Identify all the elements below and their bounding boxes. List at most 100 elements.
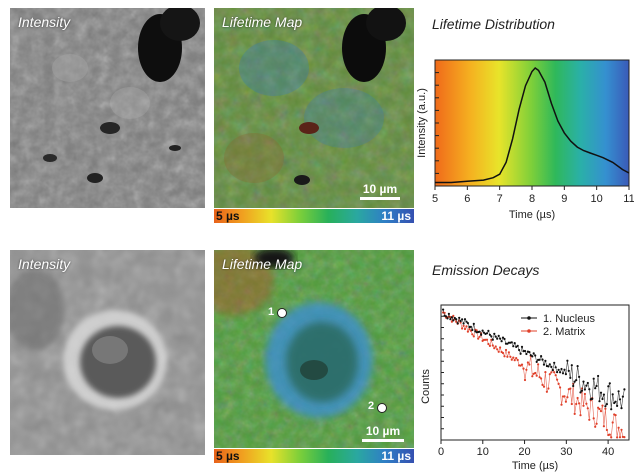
decay-series-1-point — [525, 352, 528, 356]
decay-series-1-point — [623, 388, 626, 391]
decay-series-2-point — [478, 335, 481, 338]
decay-series-2-point — [602, 425, 605, 428]
decay-series-2-point — [472, 335, 475, 338]
decay-series-2-point — [509, 355, 512, 358]
decay-series-1-point — [588, 388, 591, 391]
decay-series-2-point — [623, 436, 626, 439]
decay-series-2-point — [616, 436, 619, 439]
decay-series-1-point — [535, 360, 538, 363]
decay-series-2-point — [573, 412, 576, 415]
decay-series-2-point — [523, 378, 527, 382]
decay-series-1-point — [512, 345, 515, 348]
decay-series-2-point — [535, 374, 538, 377]
decay-series-2-point — [534, 371, 537, 375]
decay-series-2-point — [569, 387, 572, 390]
decay-series-2-point — [605, 428, 608, 432]
decay-series-2-point — [553, 371, 556, 374]
decay-series-1-point — [494, 335, 497, 338]
decay-series-1-point — [490, 335, 493, 338]
decay-series-1-point — [523, 349, 527, 353]
top-intensity-image: Intensity — [10, 8, 205, 208]
bottom-scale-bar: 10 µm — [362, 424, 404, 442]
decay-series-2-point — [516, 358, 519, 362]
bottom-intensity-image: Intensity — [10, 250, 205, 455]
decay-series-1-point — [528, 351, 531, 354]
decay-series-2-point — [604, 407, 607, 410]
decay-series-2-point — [548, 373, 551, 376]
decay-series-2-point — [614, 414, 617, 417]
decay-series-1-point — [617, 390, 620, 393]
decay-series-1-point — [610, 408, 613, 411]
distribution-x-label: Time (µs) — [509, 209, 555, 221]
decay-series-1-point — [559, 371, 562, 374]
decay-series-2-point — [611, 421, 614, 424]
decay-series-2-point — [510, 358, 513, 361]
decay-series-2-point — [557, 382, 560, 385]
top-colorbar-min: 5 µs — [216, 209, 240, 223]
decay-series-2-point — [491, 344, 494, 347]
decay-series-1-point — [621, 395, 624, 398]
decay-series-2-point — [554, 374, 557, 377]
decay-series-1-point — [605, 403, 608, 406]
decay-series-2-point — [560, 403, 563, 406]
decay-series-2-point — [462, 324, 465, 327]
decay-series-1-point — [601, 397, 604, 401]
decay-series-2-point — [601, 404, 604, 407]
decay-series-2-point — [499, 346, 502, 349]
decay-series-2-point — [515, 357, 518, 360]
decay-series-1-point — [516, 344, 519, 347]
decay-series-2-point — [501, 351, 505, 355]
decay-series-1-point — [556, 371, 559, 374]
decay-series-1-point — [447, 312, 450, 315]
decay-series-1-point — [580, 389, 584, 392]
decay-series-2-point — [542, 385, 546, 388]
decay-series-2-point — [496, 348, 499, 351]
decay-series-1-point — [461, 318, 464, 321]
decay-series-1-point — [469, 325, 472, 328]
decay-series-2-point — [471, 333, 474, 336]
distribution-line — [435, 66, 630, 184]
decay-series-1-point — [540, 355, 543, 358]
decay-series-1-point — [455, 318, 458, 321]
decay-series-2-point — [466, 330, 469, 333]
decay-series-1-point — [462, 322, 465, 325]
bottom-colorbar: 5 µs 11 µs — [214, 449, 414, 463]
decay-series-1-point — [547, 365, 550, 368]
decay-series-1-point — [608, 382, 611, 385]
bottom-scale-bar-line — [362, 439, 404, 442]
decay-series-2-point — [545, 390, 548, 393]
decay-series-1-point — [459, 320, 462, 323]
distribution-title: Lifetime Distribution — [432, 16, 555, 32]
decay-series-2-point — [503, 355, 506, 358]
decay-series-1-point — [542, 363, 546, 366]
decay-series-2-point — [550, 371, 553, 374]
decay-series-1-point — [583, 388, 586, 391]
decay-series-1-point — [497, 334, 500, 337]
decay-series-2-point — [576, 396, 579, 400]
decay-series-1-point — [466, 322, 469, 325]
decay-series-2-point — [588, 418, 591, 421]
bottom-colorbar-max: 11 µs — [381, 449, 411, 463]
decay-series-2-point — [506, 355, 509, 358]
decay-series-1-point — [500, 340, 503, 343]
decay-series-2-point — [465, 325, 468, 328]
decay-series-1-point — [576, 365, 579, 368]
decay-series-1-point — [456, 322, 459, 325]
decay-series-1-point — [570, 364, 573, 367]
decay-series-1-point — [510, 341, 513, 344]
decay-series-2-point — [520, 363, 524, 366]
decay-series-1-point — [501, 336, 505, 339]
decay-series-1-point — [480, 333, 483, 336]
decay-series-2-point — [528, 363, 531, 366]
decay-series-2-point — [618, 436, 622, 439]
decay-series-1-point — [518, 348, 521, 352]
top-colorbar: 5 µs 11 µs — [214, 209, 414, 223]
decay-series-2-point — [537, 363, 540, 366]
bottom-intensity-label: Intensity — [18, 256, 71, 272]
decay-series-1-point — [493, 332, 496, 335]
decay-x-tick-label: 30 — [560, 446, 572, 458]
decay-series-1-point — [598, 400, 601, 403]
decay-series-1-point — [602, 393, 605, 396]
decay-series-1-point — [471, 328, 474, 332]
